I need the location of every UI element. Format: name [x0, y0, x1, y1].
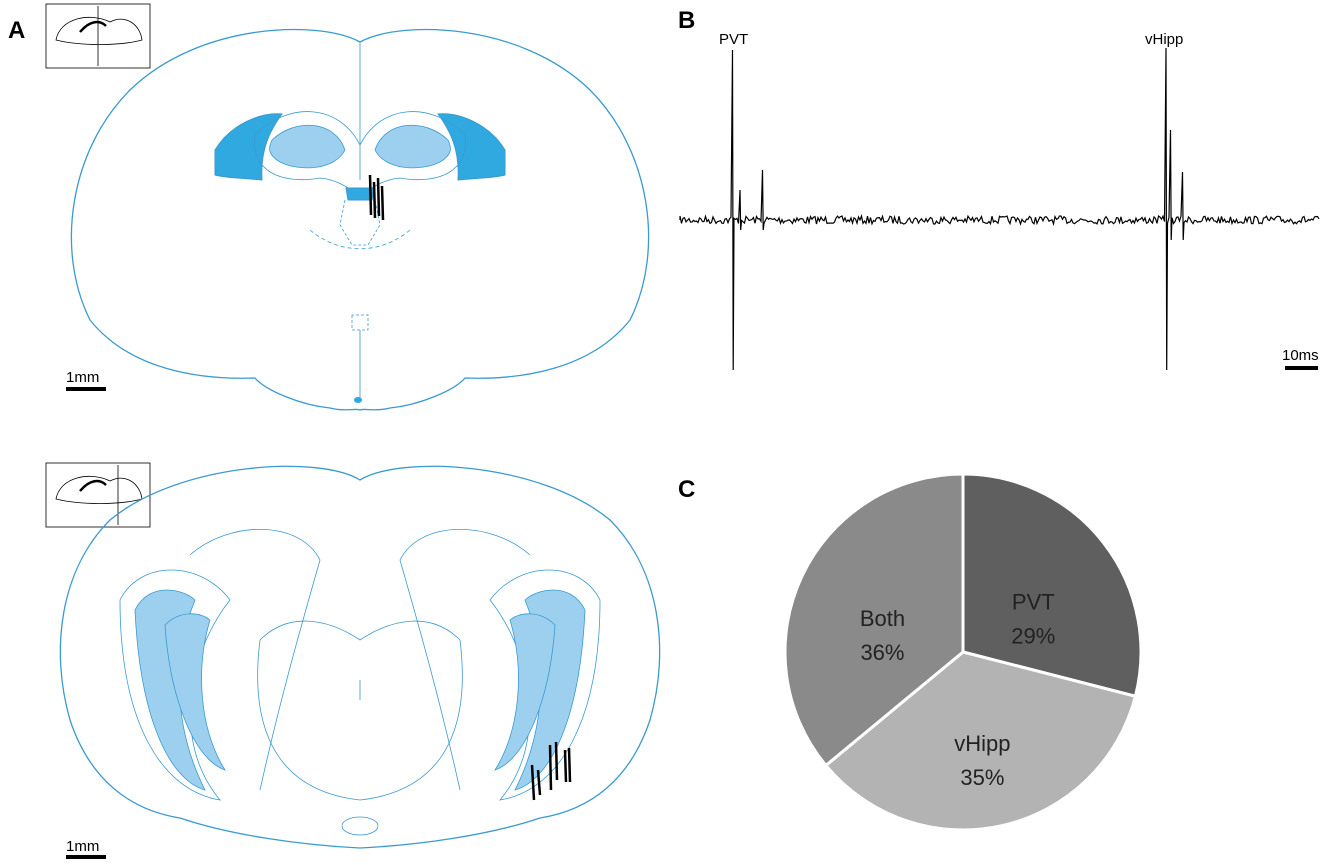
voltage-trace [680, 48, 1319, 370]
trace-label: vHipp [1145, 31, 1183, 48]
brain-section-top [71, 30, 648, 410]
panel-label: C [678, 476, 695, 503]
slice-label: vHipp [954, 731, 1010, 756]
slice-value: 29% [1011, 623, 1055, 648]
slice-label: Both [860, 606, 905, 631]
panel-label: B [678, 7, 695, 34]
slice-label: PVT [1012, 589, 1055, 614]
scale-label: 1mm [66, 838, 99, 855]
scale-label: 1mm [66, 369, 99, 386]
scale-label: 10ms [1282, 347, 1319, 364]
slice-value: 36% [860, 640, 904, 665]
inset [46, 463, 150, 527]
inset [46, 4, 150, 68]
slice-value: 35% [960, 765, 1004, 790]
figure: A B C 1mm [0, 0, 1337, 865]
pie-chart: PVT 29% vHipp 35% Both 36% [785, 474, 1141, 830]
trace-label: PVT [719, 31, 748, 48]
panel-label: A [8, 17, 25, 44]
